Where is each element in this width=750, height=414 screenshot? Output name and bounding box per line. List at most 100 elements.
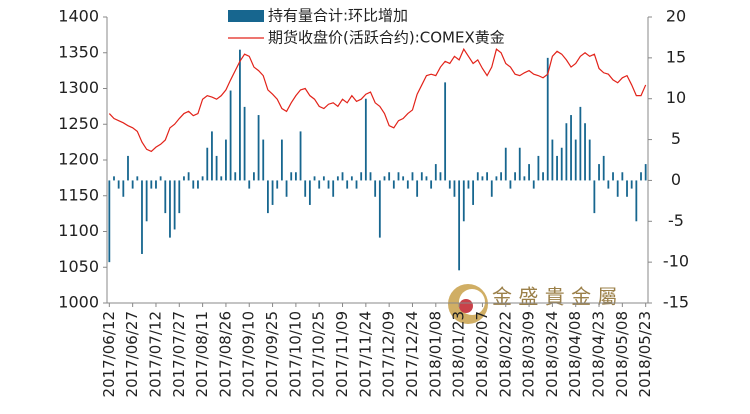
y-tick-label: 1150 xyxy=(58,185,99,204)
x-tick-label: 2018/03/09 xyxy=(520,311,538,397)
x-tick-label: 2017/10/25 xyxy=(310,311,328,397)
x-tick-label: 2017/09/10 xyxy=(240,311,258,397)
y2-tick-label: -15 xyxy=(663,293,689,312)
bar xyxy=(402,176,405,181)
bar xyxy=(514,172,516,181)
watermark-text: 金 盛 貴 金 屬 xyxy=(492,285,617,309)
bar xyxy=(532,180,535,189)
bar xyxy=(444,82,447,181)
x-tick-label: 2018/03/24 xyxy=(543,311,561,397)
bar xyxy=(369,172,372,181)
bar xyxy=(150,180,153,189)
x-tick-label: 2018/02/07 xyxy=(473,311,491,397)
bar xyxy=(509,180,512,189)
bar xyxy=(360,172,363,181)
bar xyxy=(406,180,409,189)
bar xyxy=(416,180,419,197)
legend-label: 期货收盘价(活跃合约):COMEX黄金 xyxy=(268,29,505,47)
bar xyxy=(145,180,148,222)
bar xyxy=(546,57,549,181)
bar xyxy=(383,176,386,181)
bar xyxy=(267,180,269,214)
bar xyxy=(556,155,558,181)
bar xyxy=(420,172,423,181)
bar xyxy=(584,123,586,181)
bar xyxy=(593,180,596,214)
bar xyxy=(206,147,209,181)
y-tick-label: 1000 xyxy=(58,293,99,312)
x-tick-label: 2017/06/12 xyxy=(100,311,118,397)
y2-tick-label: -10 xyxy=(663,252,689,271)
bar xyxy=(346,180,349,189)
bar xyxy=(392,180,395,189)
y2-tick-label: 0 xyxy=(671,170,681,189)
x-tick-label: 2017/08/11 xyxy=(193,311,211,397)
bar xyxy=(313,176,316,181)
bar xyxy=(397,172,400,181)
bar xyxy=(169,180,171,238)
bar xyxy=(336,176,339,181)
y-tick-label: 1050 xyxy=(58,257,99,276)
x-tick-label: 2018/04/23 xyxy=(590,311,608,397)
bar xyxy=(439,172,442,181)
bar xyxy=(211,131,213,181)
bar xyxy=(117,180,120,189)
bar xyxy=(621,172,624,181)
bar xyxy=(332,180,335,197)
bar xyxy=(248,180,251,189)
x-tick-label: 2017/12/09 xyxy=(380,311,398,397)
y2-tick-label: -5 xyxy=(668,211,684,230)
bar xyxy=(640,172,642,181)
bar xyxy=(490,180,493,197)
x-tick-label: 2017/12/24 xyxy=(403,311,421,397)
bar xyxy=(616,180,619,197)
bar xyxy=(588,139,591,181)
bar xyxy=(220,176,223,181)
bar xyxy=(453,180,456,197)
x-tick-label: 2018/05/23 xyxy=(636,311,654,397)
y-tick-label: 1350 xyxy=(58,42,99,61)
bar xyxy=(579,106,582,181)
bar xyxy=(187,172,190,181)
bar xyxy=(318,180,321,189)
bar xyxy=(183,176,185,181)
x-tick-label: 2018/02/22 xyxy=(496,311,514,397)
watermark: 金 盛 貴 金 屬 xyxy=(448,284,617,324)
bar xyxy=(630,180,633,189)
bar xyxy=(253,172,255,181)
bar xyxy=(350,176,353,181)
bar xyxy=(602,155,605,181)
x-tick-label: 2018/01/08 xyxy=(426,311,444,397)
bar xyxy=(542,172,544,181)
bar xyxy=(434,164,437,181)
legend-label: 持有量合计:环比增加 xyxy=(268,7,408,25)
bar xyxy=(262,139,265,181)
bar xyxy=(472,180,475,205)
bar xyxy=(504,147,507,181)
bar xyxy=(644,164,647,181)
bar xyxy=(537,155,540,181)
bar xyxy=(136,176,139,181)
price-line xyxy=(108,47,647,153)
bar xyxy=(164,180,167,214)
bar xyxy=(425,176,428,181)
bar xyxy=(280,139,283,181)
bar xyxy=(243,106,246,181)
bar xyxy=(364,98,367,181)
y-tick-label: 1100 xyxy=(58,221,99,240)
bar xyxy=(155,180,157,189)
x-tick-label: 2017/11/24 xyxy=(356,311,374,397)
bar xyxy=(388,172,391,181)
bar xyxy=(173,180,176,230)
bar xyxy=(308,180,311,205)
bar xyxy=(523,176,526,181)
bar xyxy=(626,180,628,197)
bar xyxy=(612,172,614,181)
bar xyxy=(378,180,381,238)
y2-tick-label: 20 xyxy=(666,7,686,26)
bar xyxy=(448,180,451,189)
bar xyxy=(197,180,199,189)
bar xyxy=(234,172,237,181)
bar xyxy=(327,180,330,189)
logo-dot xyxy=(459,299,473,313)
